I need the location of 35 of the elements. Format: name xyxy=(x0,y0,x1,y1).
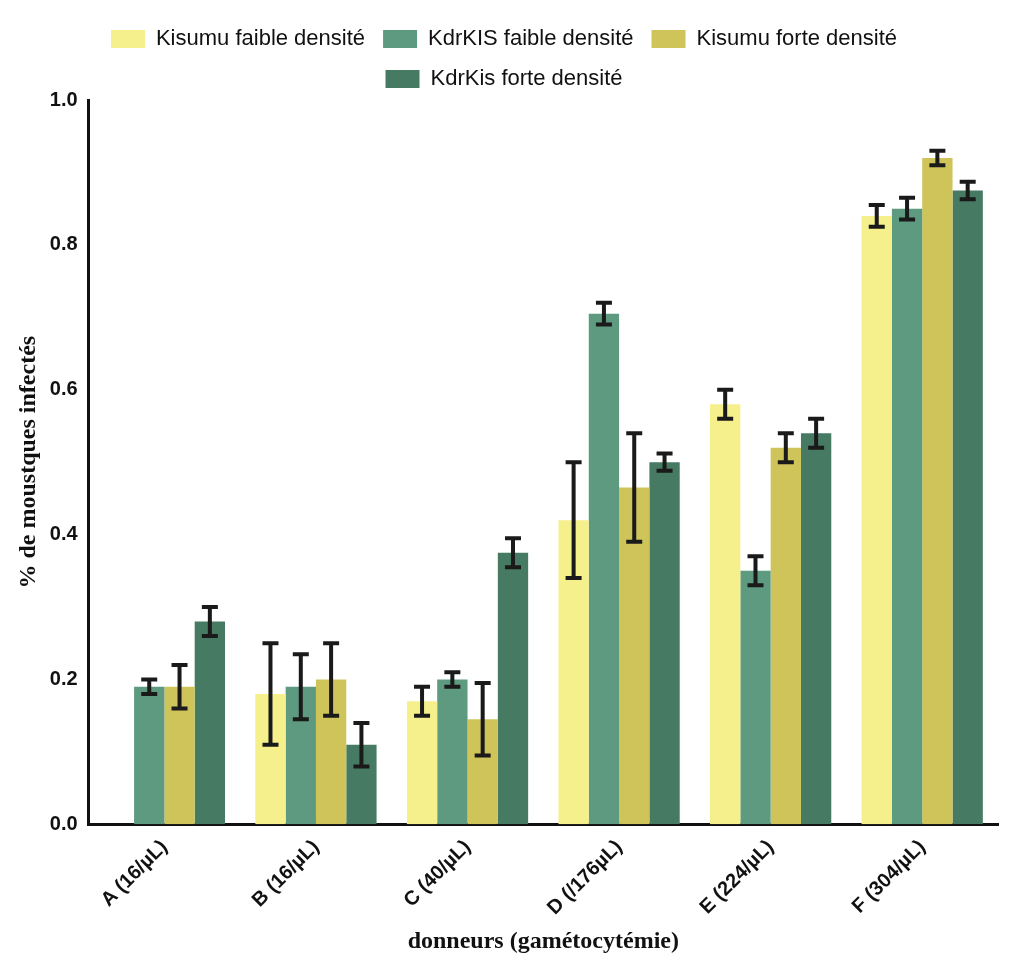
y-tick-label: 0.6 xyxy=(49,377,78,400)
bar xyxy=(649,462,680,825)
legend-label: Kisumu faible densité xyxy=(155,25,366,51)
bar xyxy=(437,679,468,825)
bar xyxy=(467,719,498,825)
bar xyxy=(800,433,832,825)
bar xyxy=(194,621,226,825)
bar xyxy=(134,686,165,825)
bar xyxy=(710,404,741,825)
y-tick-label: 0.8 xyxy=(49,232,78,255)
y-axis-title: % de moustques infectés xyxy=(13,335,40,589)
bar xyxy=(558,520,589,825)
bar xyxy=(891,208,923,825)
bar xyxy=(497,552,529,825)
bar xyxy=(952,190,983,825)
y-tick-label: 0.0 xyxy=(49,811,78,834)
bar xyxy=(619,487,650,825)
bar xyxy=(406,701,438,825)
legend-label: KdrKIS faible densité xyxy=(428,25,634,51)
bar xyxy=(770,447,801,825)
bar xyxy=(285,686,316,825)
bar xyxy=(922,157,953,825)
y-tick-label: 0.4 xyxy=(49,522,79,545)
bar xyxy=(588,313,620,825)
y-tick-label: 1.0 xyxy=(49,87,78,110)
bar xyxy=(164,686,195,825)
bar xyxy=(740,570,771,825)
bar xyxy=(861,215,892,825)
bar xyxy=(255,693,286,825)
x-axis-title: donneurs (gamétocytémie) xyxy=(407,926,679,953)
legend-label: KdrKis forte densité xyxy=(430,65,623,91)
legend-label: Kisumu forte densité xyxy=(696,25,898,51)
bar xyxy=(315,679,347,825)
bar xyxy=(346,744,377,825)
y-tick-label: 0.2 xyxy=(49,667,78,689)
